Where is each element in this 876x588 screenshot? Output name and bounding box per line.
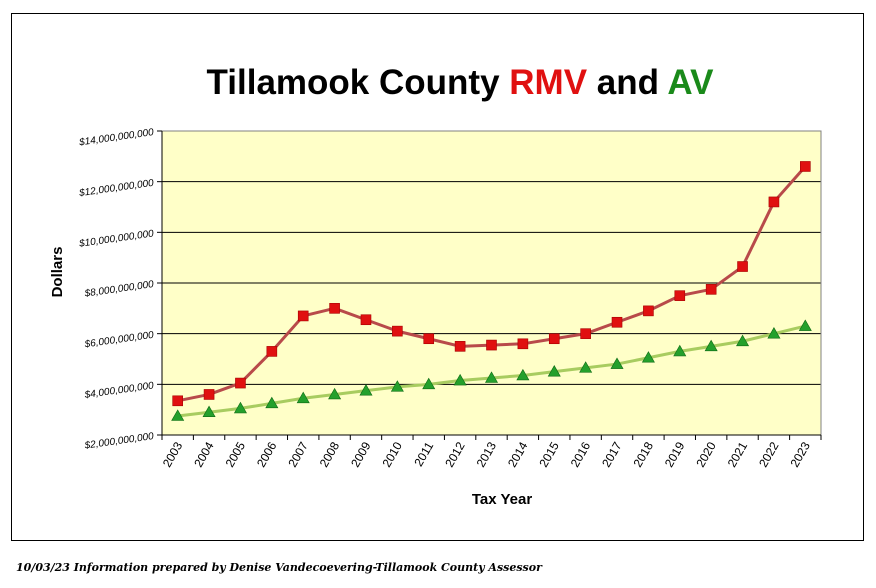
x-tick-label: 2003 bbox=[160, 439, 186, 469]
x-tick-label: 2019 bbox=[662, 439, 688, 469]
data-point-rmv bbox=[548, 333, 560, 345]
data-point-rmv bbox=[423, 333, 435, 345]
x-tick-label: 2007 bbox=[285, 439, 311, 469]
y-tick-label: $4,000,000,000 bbox=[83, 380, 155, 401]
data-point-rmv bbox=[517, 338, 529, 350]
x-tick-label: 2018 bbox=[631, 439, 657, 469]
data-point-av bbox=[171, 409, 185, 421]
data-point-av bbox=[798, 319, 812, 331]
x-tick-label: 2011 bbox=[411, 439, 436, 469]
data-point-av bbox=[641, 351, 655, 363]
y-tick-label: $6,000,000,000 bbox=[83, 330, 155, 351]
data-point-rmv bbox=[705, 284, 717, 295]
x-tick-label: 2006 bbox=[254, 439, 280, 469]
y-tick-label: $12,000,000,000 bbox=[78, 178, 155, 200]
data-point-av bbox=[516, 368, 530, 381]
data-point-av bbox=[265, 396, 279, 409]
data-point-av bbox=[359, 384, 373, 396]
data-point-av bbox=[704, 339, 718, 352]
data-point-rmv bbox=[392, 325, 403, 337]
data-point-av bbox=[328, 387, 342, 400]
x-tick-label: 2015 bbox=[536, 439, 562, 469]
y-tick-label: $10,000,000,000 bbox=[78, 228, 155, 250]
data-point-rmv bbox=[643, 305, 654, 317]
title-rmv: RMV bbox=[509, 63, 587, 102]
data-point-av bbox=[767, 327, 781, 339]
data-point-av bbox=[736, 334, 750, 347]
x-tick-label: 2016 bbox=[568, 439, 594, 469]
data-point-rmv bbox=[486, 339, 497, 351]
title-middle: and bbox=[587, 63, 667, 102]
data-point-rmv bbox=[580, 328, 591, 339]
data-point-rmv bbox=[674, 290, 686, 301]
data-point-av bbox=[610, 357, 624, 369]
data-point-av bbox=[390, 380, 404, 392]
series-group bbox=[171, 161, 812, 421]
y-tick-label: $14,000,000,000 bbox=[78, 127, 155, 149]
data-point-av bbox=[202, 405, 216, 418]
data-point-rmv bbox=[266, 346, 278, 357]
x-tick-label: 2012 bbox=[442, 439, 468, 469]
chart-frame: Tillamook County RMV and AV $2,000,000,0… bbox=[11, 13, 864, 541]
x-axis-label: Tax Year bbox=[472, 491, 532, 508]
data-point-av bbox=[484, 371, 499, 383]
data-point-rmv bbox=[235, 377, 246, 389]
data-point-rmv bbox=[800, 161, 811, 172]
x-tick-label: 2022 bbox=[756, 439, 782, 469]
data-point-rmv bbox=[360, 314, 372, 326]
data-point-av bbox=[233, 401, 247, 414]
footer-note: 10/03/23 Information prepared by Denise … bbox=[16, 561, 542, 574]
data-point-rmv bbox=[768, 196, 780, 208]
y-axis-label: Dollars bbox=[49, 247, 66, 298]
data-point-av bbox=[453, 373, 467, 386]
chart-title: Tillamook County RMV and AV bbox=[207, 63, 715, 102]
data-point-rmv bbox=[329, 303, 340, 314]
data-point-av bbox=[422, 377, 436, 390]
data-point-av bbox=[547, 365, 561, 377]
x-tick-label: 2020 bbox=[693, 439, 719, 469]
title-av: AV bbox=[667, 63, 714, 102]
title-prefix: Tillamook County bbox=[207, 63, 510, 102]
data-point-rmv bbox=[737, 261, 748, 272]
data-point-rmv bbox=[203, 389, 215, 400]
x-tick-label: 2021 bbox=[725, 439, 751, 469]
x-tick-label: 2017 bbox=[599, 439, 625, 469]
x-tick-label: 2005 bbox=[223, 439, 249, 469]
x-tick-label: 2013 bbox=[474, 439, 500, 469]
x-tick-label: 2023 bbox=[787, 439, 813, 469]
y-tick-label: $2,000,000,000 bbox=[83, 431, 155, 452]
y-axis-ticks: $2,000,000,000 $4,000,000,000 $6,000,000,0… bbox=[78, 127, 162, 452]
data-point-av bbox=[296, 391, 310, 404]
line-chart: Tillamook County RMV and AV $2,000,000,0… bbox=[49, 63, 822, 508]
data-point-rmv bbox=[454, 341, 466, 352]
x-tick-label: 2014 bbox=[505, 439, 531, 469]
x-tick-label: 2008 bbox=[317, 439, 343, 469]
data-point-rmv bbox=[297, 310, 309, 322]
x-tick-label: 2004 bbox=[191, 439, 217, 469]
x-tick-label: 2009 bbox=[348, 439, 374, 469]
data-point-av bbox=[673, 344, 687, 357]
x-tick-label: 2010 bbox=[379, 439, 405, 469]
y-tick-label: $8,000,000,000 bbox=[83, 279, 155, 300]
data-point-rmv bbox=[611, 316, 623, 328]
x-axis-ticks: 2003 2004 2005 2006 2007 2008 2009 2010 2011 2012… bbox=[160, 435, 822, 470]
data-point-av bbox=[579, 361, 593, 373]
data-point-rmv bbox=[172, 395, 183, 407]
